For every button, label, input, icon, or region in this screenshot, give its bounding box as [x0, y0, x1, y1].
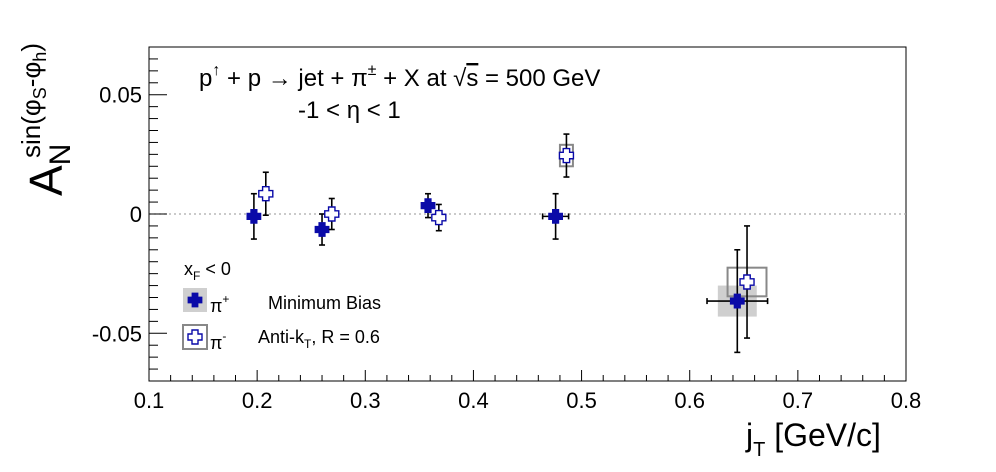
legend-pi-plus-marker	[187, 292, 203, 308]
reaction-annotation: p↑ + p → jet + π± + X at √s = 500 GeV -1…	[199, 62, 600, 124]
svg-text:p↑ + p → jet + π± + X at √s =: p↑ + p → jet + π± + X at √s = 500 GeV	[199, 62, 600, 92]
svg-text:sin(φS-φh): sin(φS-φh)	[16, 43, 50, 158]
reaction-arrow: ↑	[212, 62, 220, 79]
reaction-tail: + X at	[376, 65, 453, 92]
x-tick-label: 0.3	[350, 388, 381, 413]
reaction-sqrt-s: s	[466, 65, 478, 92]
y-axis-label-sup-open: sin(φ	[16, 99, 46, 158]
legend-pi-minus-label: π-	[210, 329, 226, 353]
legend-pi-plus-label: π+	[210, 292, 229, 316]
reaction-energy: = 500 GeV	[478, 65, 600, 92]
y-tick-label: -0.05	[92, 321, 142, 346]
y-axis-label-main: A	[20, 165, 72, 196]
eta-range: -1 < η < 1	[298, 97, 401, 124]
x-axis-label-main: j	[745, 417, 753, 453]
legend-pi-minus-marker	[187, 329, 203, 345]
legend-header-rest: < 0	[200, 259, 231, 279]
reaction-sqrt-sign: √	[453, 65, 467, 92]
reaction-pi-sup: ±	[368, 62, 377, 79]
pi-minus-data-point	[258, 186, 274, 202]
x-tick-label: 0.8	[891, 388, 922, 413]
x-axis-label: jT [GeV/c]	[745, 417, 881, 461]
y-axis-label-sub: N	[44, 144, 77, 166]
pi-minus-data-point	[739, 274, 755, 290]
y-axis-label-sup-h: h	[30, 52, 50, 62]
x-tick-label: 0.2	[242, 388, 273, 413]
data-points	[246, 133, 769, 354]
y-axis-label-sup-s: S	[30, 87, 50, 99]
reaction-rest: + p → jet + π	[220, 65, 367, 92]
x-tick-label: 0.5	[566, 388, 597, 413]
legend-note-anti-kt: Anti-kT, R = 0.6	[258, 327, 380, 351]
y-axis-label: AN sin(φS-φh)	[16, 43, 77, 196]
legend-pi-minus-box	[182, 324, 208, 350]
legend-header-sub: F	[193, 269, 200, 283]
x-tick-label: 0.6	[674, 388, 705, 413]
pi-plus-data-point	[246, 208, 262, 224]
legend-header: xF < 0	[184, 259, 231, 283]
x-tick-label: 0.1	[134, 388, 165, 413]
systematic-boxes	[558, 143, 768, 317]
x-axis-label-unit: [GeV/c]	[765, 417, 881, 453]
x-axis-label-sub: T	[753, 439, 765, 461]
pi-minus-data-point	[324, 206, 340, 222]
y-axis: 0.05 0 -0.05	[92, 46, 167, 382]
x-axis: 0.1 0.2 0.3 0.4 0.5 0.6 0.7 0.8	[134, 370, 922, 413]
svg-text:AN: AN	[20, 144, 77, 196]
y-tick-label: 0.05	[99, 83, 142, 108]
y-axis-label-sup-close: )	[16, 43, 46, 52]
y-tick-label: 0	[130, 202, 142, 227]
legend: xF < 0 π+ Minimum Bias π- Anti-kT, R = 0…	[182, 259, 381, 353]
x-tick-label: 0.7	[783, 388, 814, 413]
reaction-p: p	[199, 65, 212, 92]
pi-plus-data-point	[729, 293, 745, 309]
pi-minus-data-point	[558, 147, 575, 164]
pi-plus-data-point	[314, 222, 330, 237]
legend-header-main: x	[184, 259, 193, 279]
x-tick-label: 0.4	[458, 388, 489, 413]
pi-plus-data-point	[420, 198, 436, 214]
y-axis-label-sup-mid: -φ	[16, 62, 46, 88]
pi-minus-data-point	[431, 209, 447, 226]
legend-note-minimum-bias: Minimum Bias	[268, 293, 381, 313]
pi-plus-data-point	[548, 208, 564, 224]
